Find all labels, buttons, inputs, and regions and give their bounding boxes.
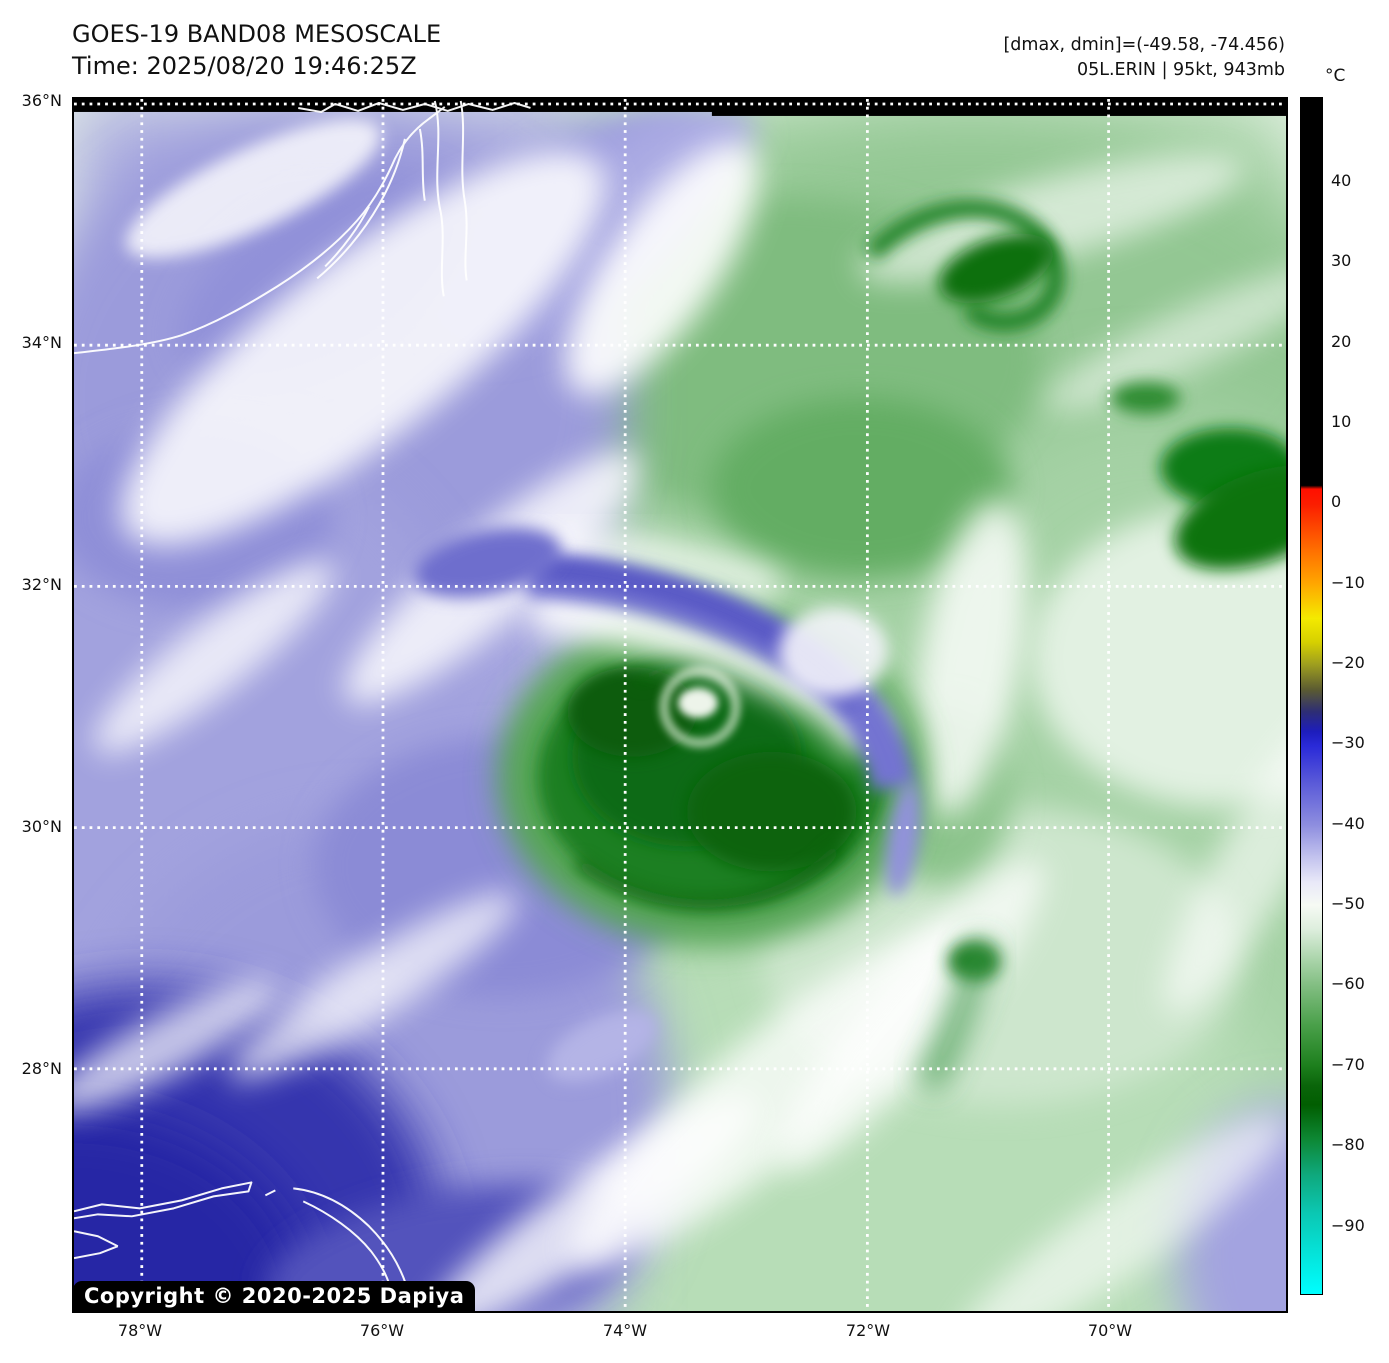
lon-tick-label: 78°W [117, 1321, 163, 1340]
colorbar-unit-label: °C [1325, 66, 1346, 86]
colorbar-tick-label: 20 [1331, 332, 1352, 351]
dry-slot-purple-band [414, 527, 921, 896]
colorbar-tick-label: −20 [1331, 653, 1365, 672]
colorbar-tick-label: 10 [1331, 412, 1352, 431]
eyewall-ring [659, 666, 741, 748]
hurricane-eye [678, 688, 718, 718]
colorbar-tick-label: 0 [1331, 492, 1342, 511]
colorbar-tick-label: −50 [1331, 894, 1365, 913]
secondary-convection [864, 199, 1286, 1092]
colorbar-tick-label: −70 [1331, 1055, 1365, 1074]
lat-tick-label: 34°N [21, 333, 62, 352]
colorbar-tick-label: −90 [1331, 1216, 1365, 1235]
lat-tick-label: 30°N [21, 817, 62, 836]
temperature-colorbar [1300, 97, 1323, 1295]
colorbar-tick-label: −80 [1331, 1135, 1365, 1154]
lat-tick-label: 36°N [21, 91, 62, 110]
lon-tick-label: 70°W [1087, 1321, 1133, 1340]
white-cloud-streaks [74, 119, 1286, 1311]
storm-info-block: [dmax, dmin]=(-49.58, -74.456) 05L.ERIN … [1003, 33, 1285, 83]
product-title: GOES-19 BAND08 MESOSCALE [72, 20, 442, 48]
colorbar-tick-label: 30 [1331, 251, 1352, 270]
colorbar-tick-label: 40 [1331, 171, 1352, 190]
dmax-dmin-readout: [dmax, dmin]=(-49.58, -74.456) [1003, 35, 1285, 55]
colorbar-tick-label: −30 [1331, 733, 1365, 752]
copyright-badge: Copyright © 2020-2025 Dapiya [73, 1281, 476, 1312]
storm-id-intensity: 05L.ERIN | 95kt, 943mb [1076, 60, 1285, 80]
map-axes [72, 97, 1288, 1313]
lon-tick-label: 76°W [359, 1321, 405, 1340]
lat-tick-label: 32°N [21, 575, 62, 594]
product-timestamp: Time: 2025/08/20 19:46:25Z [72, 52, 417, 80]
colorbar-tick-label: −40 [1331, 814, 1365, 833]
colorbar-tick-label: −60 [1331, 974, 1365, 993]
satellite-imagery [74, 99, 1286, 1311]
lon-tick-label: 74°W [602, 1321, 648, 1340]
colorbar-tick-label: −10 [1331, 573, 1365, 592]
lon-tick-label: 72°W [845, 1321, 891, 1340]
no-data-band [74, 99, 1286, 116]
lat-tick-label: 28°N [21, 1059, 62, 1078]
